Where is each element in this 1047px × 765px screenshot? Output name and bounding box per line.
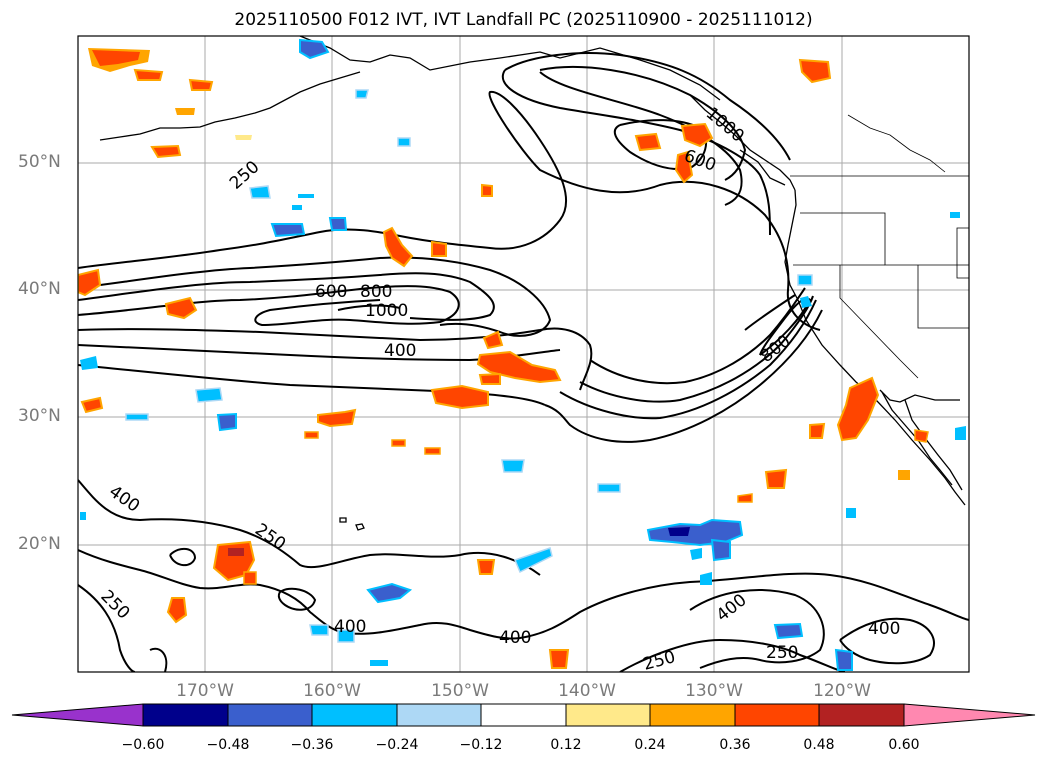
political-borders <box>790 114 969 379</box>
colorbar-bin <box>396 703 482 727</box>
colorbar-bin <box>227 703 313 727</box>
pc-negative-shading <box>80 38 966 671</box>
contour-label: 250 <box>766 643 798 663</box>
colorbar-tick: 0.60 <box>888 737 920 753</box>
lon-label-140w: 140°W <box>558 681 616 701</box>
colorbar-tick: 0.24 <box>634 737 666 753</box>
lat-label-40n: 40°N <box>18 279 61 299</box>
contour-label: 400 <box>334 617 366 637</box>
lat-label-20n: 20°N <box>18 534 61 554</box>
contour-label: 1000 <box>365 301 408 321</box>
lon-label-160w: 160°W <box>303 681 361 701</box>
contour-label: 600 <box>315 282 347 302</box>
colorbar-bin <box>480 703 567 727</box>
lon-label-170w: 170°W <box>176 681 234 701</box>
lon-label-150w: 150°W <box>431 681 489 701</box>
colorbar-bin <box>649 703 736 727</box>
colorbar-tick: −0.60 <box>121 737 165 753</box>
colorbar <box>11 703 1036 727</box>
contour-label: 400 <box>868 619 900 639</box>
pc-positive-shading <box>78 48 929 669</box>
colorbar-bin <box>734 703 820 727</box>
colorbar-bin <box>565 703 651 727</box>
lat-label-50n: 50°N <box>18 152 61 172</box>
contour-label: 400 <box>384 341 416 361</box>
colorbar-bin <box>818 703 905 727</box>
colorbar-tick: 0.12 <box>550 737 582 753</box>
colorbar-tick: −0.24 <box>375 737 419 753</box>
colorbar-tick: −0.12 <box>459 737 503 753</box>
map-frame <box>77 35 970 673</box>
colorbar-tick: 0.48 <box>803 737 835 753</box>
lon-label-130w: 130°W <box>685 681 743 701</box>
colorbar-tick: −0.48 <box>206 737 250 753</box>
map-title: 2025110500 F012 IVT, IVT Landfall PC (20… <box>234 10 813 30</box>
contour-label: 800 <box>360 282 392 302</box>
contour-label: 400 <box>499 628 531 648</box>
colorbar-bin <box>142 703 229 727</box>
lat-label-30n: 30°N <box>18 406 61 426</box>
colorbar-tick: −0.36 <box>290 737 334 753</box>
colorbar-bin <box>311 703 398 727</box>
colorbar-extend-right <box>903 703 1036 727</box>
colorbar-extend-left <box>11 703 144 727</box>
colorbar-tick: 0.36 <box>719 737 751 753</box>
lon-label-120w: 120°W <box>813 681 871 701</box>
